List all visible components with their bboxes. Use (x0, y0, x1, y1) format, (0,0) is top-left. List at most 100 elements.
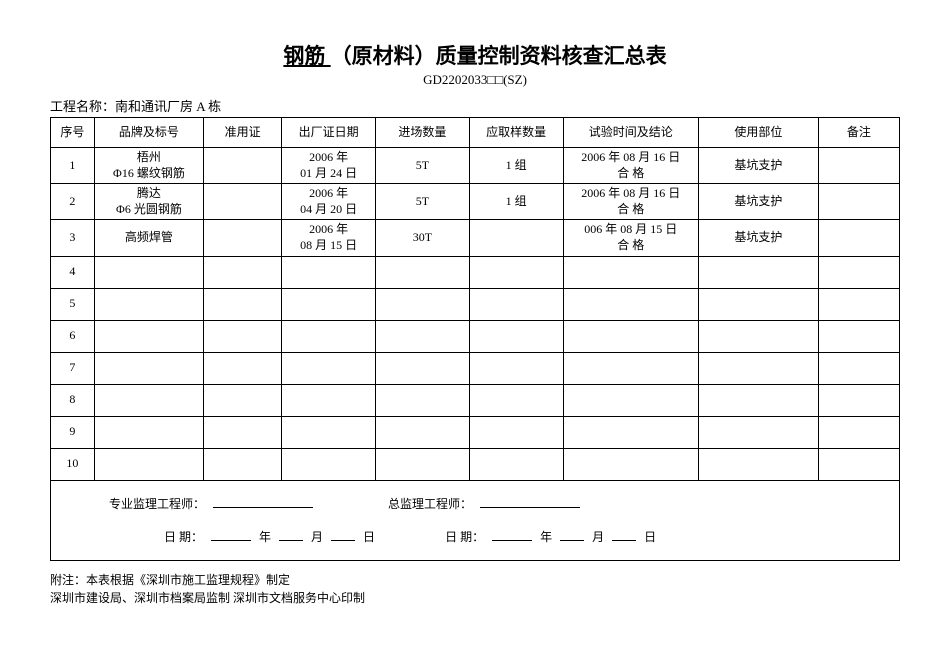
table-cell: 5T (376, 184, 470, 220)
table-cell (204, 148, 282, 184)
table-cell (469, 320, 563, 352)
signature-row: 专业监理工程师： 总监理工程师： 日 期： 年 月 (51, 480, 900, 560)
table-cell (698, 288, 818, 320)
table-cell (469, 416, 563, 448)
table-cell (94, 288, 203, 320)
table-cell: 10 (51, 448, 95, 480)
project-label: 工程名称： (50, 99, 115, 114)
chief-engineer-label: 总监理工程师： (388, 497, 472, 513)
table-cell (563, 288, 698, 320)
page-title: 钢筋 （原材料）质量控制资料核查汇总表 (283, 40, 666, 70)
table-cell (204, 256, 282, 288)
table-row: 7 (51, 352, 900, 384)
year-text-1: 年 (259, 530, 271, 546)
table-cell (818, 256, 899, 288)
main-data-table: 序号 品牌及标号 准用证 出厂证日期 进场数量 应取样数量 试验时间及结论 使用… (50, 117, 900, 561)
header-remark: 备注 (818, 118, 899, 148)
table-cell (563, 320, 698, 352)
table-cell: 2006 年 08 月 16 日合 格 (563, 148, 698, 184)
pro-engineer-label: 专业监理工程师： (109, 497, 205, 513)
month-blank-2 (560, 527, 584, 541)
date-label-2: 日 期： (445, 530, 484, 546)
table-cell (818, 320, 899, 352)
table-cell (818, 416, 899, 448)
table-cell: 006 年 08 月 15 日合 格 (563, 220, 698, 256)
table-cell (698, 384, 818, 416)
month-text-2: 月 (592, 530, 604, 546)
header-permit: 准用证 (204, 118, 282, 148)
table-cell (698, 320, 818, 352)
header-brand: 品牌及标号 (94, 118, 203, 148)
table-row: 6 (51, 320, 900, 352)
table-cell (698, 352, 818, 384)
table-cell (818, 288, 899, 320)
table-cell (204, 220, 282, 256)
table-cell (204, 352, 282, 384)
date-label-1: 日 期： (164, 530, 203, 546)
table-cell (282, 352, 376, 384)
table-cell (204, 448, 282, 480)
table-cell (469, 288, 563, 320)
table-cell (282, 416, 376, 448)
day-text-2: 日 (644, 530, 656, 546)
day-blank-1 (331, 527, 355, 541)
table-cell (563, 416, 698, 448)
table-cell: 基坑支护 (698, 184, 818, 220)
table-cell (204, 384, 282, 416)
table-cell: 基坑支护 (698, 148, 818, 184)
table-cell (698, 448, 818, 480)
signature-date-line: 日 期： 年 月 日 日 期： 年 月 日 (109, 527, 896, 546)
table-cell: 2006 年 08 月 16 日合 格 (563, 184, 698, 220)
table-cell (818, 448, 899, 480)
table-cell (698, 256, 818, 288)
table-cell: 30T (376, 220, 470, 256)
table-cell (818, 220, 899, 256)
table-cell (563, 448, 698, 480)
table-cell (94, 320, 203, 352)
table-row: 8 (51, 384, 900, 416)
table-cell (563, 384, 698, 416)
table-cell (282, 320, 376, 352)
table-cell (282, 448, 376, 480)
table-cell (282, 256, 376, 288)
table-cell (94, 256, 203, 288)
table-cell: 2006 年01 月 24 日 (282, 148, 376, 184)
table-cell: 5T (376, 148, 470, 184)
year-blank-2 (492, 527, 532, 541)
table-cell (563, 256, 698, 288)
table-cell: 1 (51, 148, 95, 184)
table-cell (818, 184, 899, 220)
footer-note-2: 深圳市建设局、深圳市档案局监制 深圳市文档服务中心印制 (50, 589, 900, 607)
title-rest-part: （原材料）质量控制资料核查汇总表 (331, 44, 667, 68)
project-name-value: 南和通讯厂房 A 栋 (115, 99, 221, 114)
table-row: 2腾达Φ6 光圆钢筋2006 年04 月 20 日5T1 组2006 年 08 … (51, 184, 900, 220)
table-header-row: 序号 品牌及标号 准用证 出厂证日期 进场数量 应取样数量 试验时间及结论 使用… (51, 118, 900, 148)
table-cell (376, 320, 470, 352)
table-row: 1梧州Φ16 螺纹钢筋2006 年01 月 24 日5T1 组2006 年 08… (51, 148, 900, 184)
header-test: 试验时间及结论 (563, 118, 698, 148)
table-cell (818, 384, 899, 416)
table-cell: 8 (51, 384, 95, 416)
table-cell (204, 320, 282, 352)
table-body: 1梧州Φ16 螺纹钢筋2006 年01 月 24 日5T1 组2006 年 08… (51, 148, 900, 481)
table-row: 10 (51, 448, 900, 480)
header-use-part: 使用部位 (698, 118, 818, 148)
header-qty: 进场数量 (376, 118, 470, 148)
header-seq: 序号 (51, 118, 95, 148)
signature-content: 专业监理工程师： 总监理工程师： 日 期： 年 月 (54, 494, 896, 545)
title-underlined-part: 钢筋 (283, 44, 330, 68)
table-cell: 9 (51, 416, 95, 448)
table-cell (469, 256, 563, 288)
header-factory-date: 出厂证日期 (282, 118, 376, 148)
table-row: 4 (51, 256, 900, 288)
table-cell (376, 448, 470, 480)
table-row: 9 (51, 416, 900, 448)
month-blank-1 (279, 527, 303, 541)
table-cell (94, 448, 203, 480)
table-cell: 2006 年04 月 20 日 (282, 184, 376, 220)
day-blank-2 (612, 527, 636, 541)
table-cell (469, 448, 563, 480)
header-sample: 应取样数量 (469, 118, 563, 148)
table-cell (282, 384, 376, 416)
table-cell (376, 256, 470, 288)
